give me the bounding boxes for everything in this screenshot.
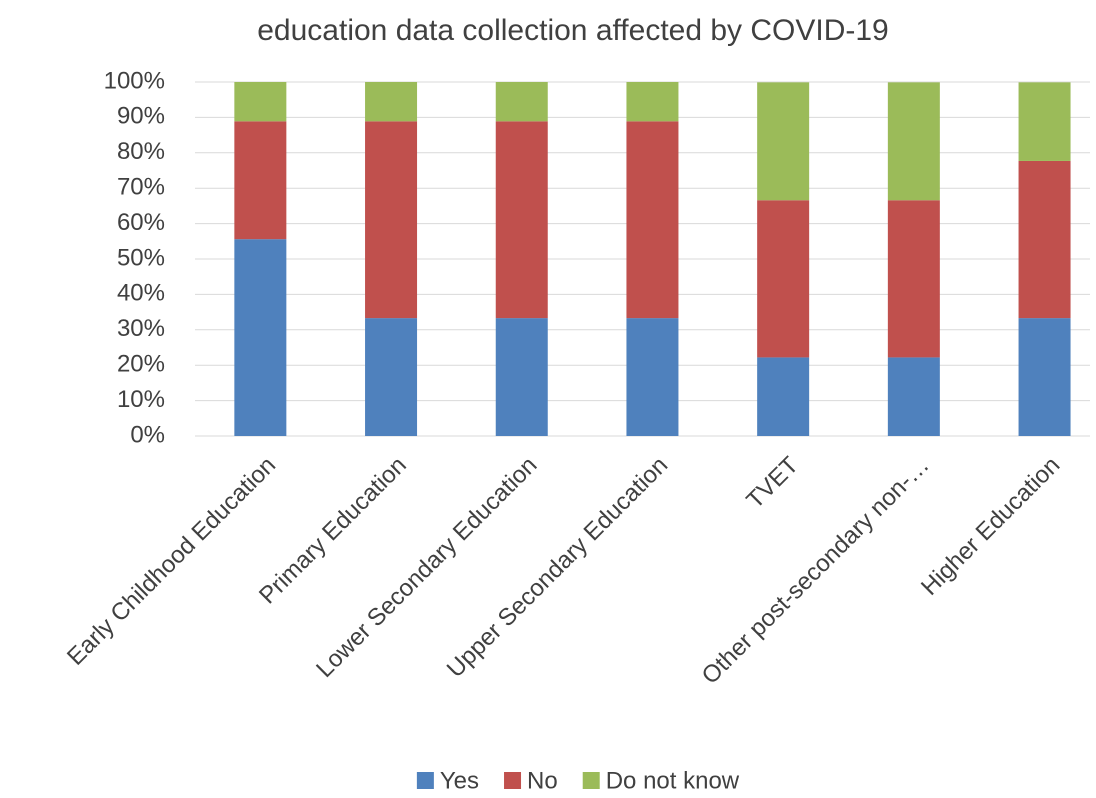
chart-title: education data collection affected by CO… (257, 14, 889, 47)
bar-segment (626, 121, 679, 319)
bar-segment (234, 82, 287, 122)
y-tick-label: 30% (117, 315, 165, 342)
x-tick-label: Early Childhood Education (62, 452, 281, 671)
bar-segment (887, 82, 940, 201)
bar-segment (495, 121, 548, 319)
bar-segment (365, 82, 418, 122)
x-tick-label: Other post-secondary non-… (697, 452, 935, 690)
y-tick-label: 100% (104, 67, 165, 94)
bar-segment (757, 357, 810, 436)
bar-segment (887, 357, 940, 436)
y-tick-label: 10% (117, 386, 165, 413)
bar-segment (757, 82, 810, 201)
bar-segment (1018, 160, 1071, 319)
bar-segment (234, 239, 287, 436)
bar-segment (626, 82, 679, 122)
bar-segment (234, 121, 287, 240)
y-tick-label: 90% (117, 103, 165, 130)
x-tick-label: TVET (741, 451, 804, 514)
bar-segment (757, 200, 810, 358)
x-tick-label: Lower Secondary Education (311, 452, 542, 683)
x-tick-label: Higher Education (916, 452, 1065, 601)
y-tick-label: 0% (130, 421, 165, 448)
y-tick-label: 50% (117, 244, 165, 271)
legend-label: Yes (440, 767, 479, 794)
y-tick-label: 80% (117, 138, 165, 165)
bar-segment (365, 318, 418, 436)
x-tick-label: Upper Secondary Education (442, 452, 673, 683)
bar-segment (1018, 318, 1071, 436)
legend-label: No (527, 767, 558, 794)
legend-swatch (416, 772, 434, 789)
legend-swatch (504, 772, 522, 789)
legend: Yes No Do not know (416, 767, 740, 794)
legend-label: Do not know (606, 767, 740, 794)
bar-segment (495, 82, 548, 122)
bar-segment (1018, 82, 1071, 161)
bar-segment (887, 200, 940, 358)
legend-swatch (582, 772, 600, 789)
y-tick-label: 40% (117, 280, 165, 307)
y-tick-label: 20% (117, 351, 165, 378)
bar-segment (626, 318, 679, 436)
bar-segment (495, 318, 548, 436)
y-tick-label: 70% (117, 174, 165, 201)
bar-segment (365, 121, 418, 319)
y-tick-label: 60% (117, 209, 165, 236)
